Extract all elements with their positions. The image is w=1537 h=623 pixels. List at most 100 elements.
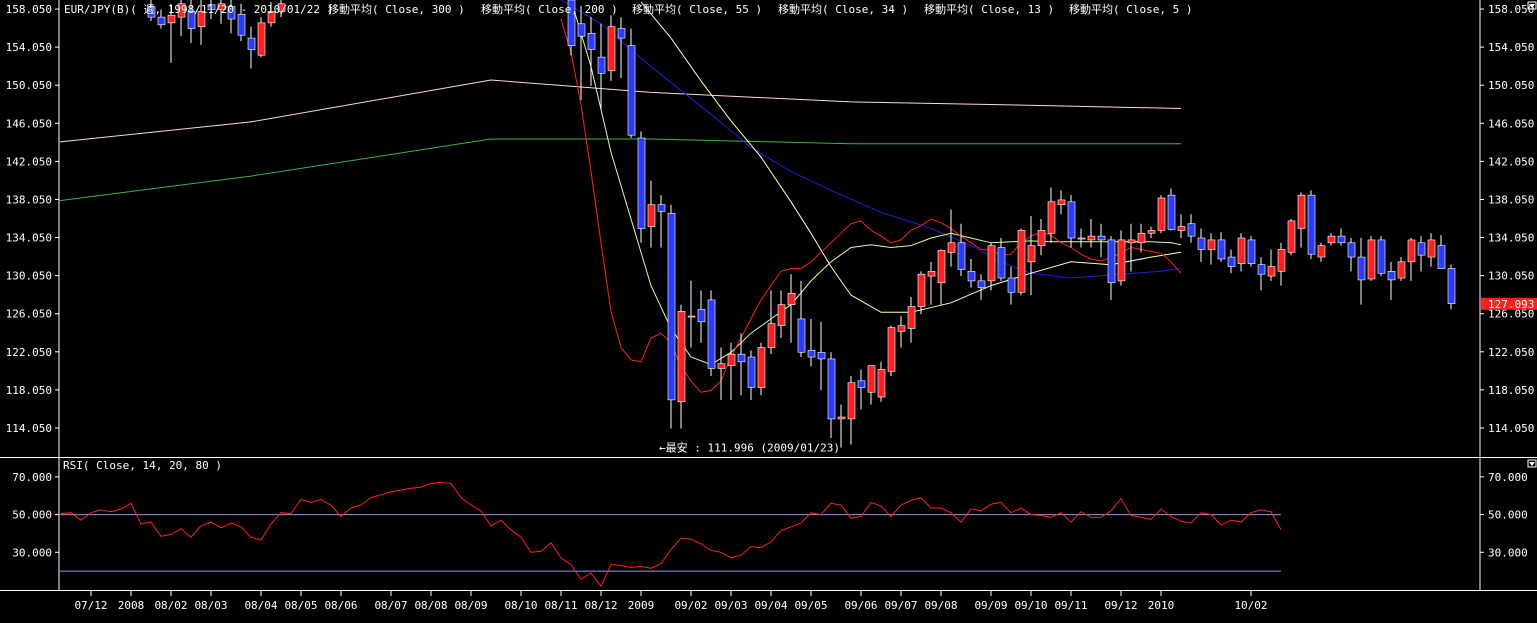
time-tick-label: 09/06 bbox=[844, 599, 877, 612]
candle-up bbox=[717, 363, 726, 369]
low-price-annotation: ←最安 : 111.996 (2009/01/23) bbox=[659, 441, 840, 455]
time-tick-label: 09/09 bbox=[974, 599, 1007, 612]
price-tick-label-left: 114.050 bbox=[6, 422, 52, 435]
candle-down bbox=[977, 280, 986, 288]
candle-down bbox=[1067, 201, 1076, 239]
price-tick-label-left: 158.050 bbox=[6, 3, 52, 16]
price-tick-label-left: 122.050 bbox=[6, 346, 52, 359]
candle-up bbox=[1047, 201, 1056, 234]
time-x-axis: 07/12 2008 08/02 08/03 08/04 08/05 08/06 08/07 0… bbox=[74, 591, 1268, 612]
candle-up bbox=[1017, 230, 1026, 293]
candle-down bbox=[637, 137, 646, 229]
candle-down bbox=[617, 28, 626, 39]
candle-up bbox=[987, 245, 996, 282]
price-tick-label-right: 118.050 bbox=[1488, 384, 1534, 397]
candle-up bbox=[1237, 237, 1246, 265]
candle-down bbox=[627, 45, 636, 136]
time-tick-label: 08/06 bbox=[324, 599, 357, 612]
price-tick-label-right: 150.050 bbox=[1488, 79, 1534, 92]
rsi-pane-scroll-button[interactable] bbox=[1527, 459, 1537, 468]
candle-up bbox=[197, 11, 206, 27]
time-tick-label: 10/02 bbox=[1234, 599, 1267, 612]
candle-down bbox=[1097, 235, 1106, 241]
candle-down bbox=[1107, 239, 1116, 284]
ma5-label: 移動平均( Close, 5 ) bbox=[1069, 2, 1192, 16]
rsi-pane-scroll-box[interactable] bbox=[1527, 459, 1537, 468]
candle-up bbox=[1087, 235, 1096, 241]
candle-down bbox=[1187, 223, 1196, 237]
price-tick-label-right: 146.050 bbox=[1488, 117, 1534, 130]
price-tick-label-left: 142.050 bbox=[6, 155, 52, 168]
candle-down bbox=[1337, 235, 1346, 244]
candle-up bbox=[927, 271, 936, 277]
time-tick-label: 08/12 bbox=[584, 599, 617, 612]
ma13-label: 移動平均( Close, 13 ) bbox=[924, 2, 1054, 16]
candle-down bbox=[157, 16, 166, 26]
candle-down bbox=[797, 318, 806, 353]
price-plot-area bbox=[60, 0, 1456, 448]
last-price-tag bbox=[1481, 297, 1537, 310]
ma34-label: 移動平均( Close, 34 ) bbox=[778, 2, 908, 16]
candle-up bbox=[1317, 245, 1326, 258]
time-tick-label: 09/12 bbox=[1104, 599, 1137, 612]
candle-up bbox=[177, 3, 186, 18]
candle-up bbox=[167, 14, 176, 24]
candle-up bbox=[1367, 239, 1376, 280]
candle-down bbox=[567, 0, 576, 47]
ma200-label: 移動平均( Close, 200 ) bbox=[481, 2, 618, 16]
candlestick-series bbox=[147, 0, 1456, 448]
candle-up bbox=[847, 382, 856, 420]
candle-down bbox=[577, 23, 586, 37]
time-tick-label: 09/05 bbox=[794, 599, 827, 612]
time-tick-label: 07/12 bbox=[74, 599, 107, 612]
candle-up bbox=[1267, 266, 1276, 277]
time-tick-label: 08/02 bbox=[154, 599, 187, 612]
candle-up bbox=[1147, 230, 1156, 234]
price-tick-label-right: 130.050 bbox=[1488, 270, 1534, 283]
time-tick-label: 08/07 bbox=[374, 599, 407, 612]
candle-up bbox=[257, 22, 266, 56]
price-pane-chevron-icon bbox=[1529, 4, 1535, 8]
candle-up bbox=[867, 365, 876, 393]
chart-title: EUR/JPY(B)( 週, 1998/11/20 - 2010/01/22 ) bbox=[64, 3, 333, 16]
candle-up bbox=[1117, 239, 1126, 282]
price-pane-scroll-box[interactable] bbox=[1527, 1, 1537, 10]
candle-down bbox=[207, 4, 216, 10]
rsi-tick-label-left: 50.000 bbox=[12, 509, 52, 522]
time-tick-label: 08/11 bbox=[544, 599, 577, 612]
price-tick-label-right: 114.050 bbox=[1488, 422, 1534, 435]
time-tick-label: 08/08 bbox=[414, 599, 447, 612]
rsi-y-axis: 30.000 30.000 50.000 50.000 70.000 70.000 bbox=[12, 471, 1528, 559]
time-tick-label: 09/07 bbox=[884, 599, 917, 612]
price-y-axis: 114.050 114.050 118.050 118.050 122.050 122.0… bbox=[6, 3, 1535, 435]
candle-up bbox=[217, 3, 226, 10]
candle-up bbox=[1157, 197, 1166, 231]
time-tick-label: 2009 bbox=[628, 599, 655, 612]
time-tick-label: 09/11 bbox=[1054, 599, 1087, 612]
candle-down bbox=[1387, 271, 1396, 281]
candle-up bbox=[1207, 239, 1216, 250]
candle-down bbox=[1437, 245, 1446, 269]
candle-up bbox=[877, 369, 886, 398]
candle-up bbox=[1127, 239, 1136, 244]
price-tick-label-right: 154.050 bbox=[1488, 41, 1534, 54]
price-tick-label-left: 138.050 bbox=[6, 193, 52, 206]
candle-up bbox=[677, 311, 686, 403]
ma34-line bbox=[640, 1, 1182, 313]
time-tick-label: 09/10 bbox=[1014, 599, 1047, 612]
candle-up bbox=[1057, 199, 1066, 205]
ma5-line bbox=[560, 18, 1182, 393]
candle-down bbox=[807, 350, 816, 358]
price-tick-label-left: 146.050 bbox=[6, 117, 52, 130]
ma300-line bbox=[60, 79, 1182, 143]
price-tick-label-left: 134.050 bbox=[6, 232, 52, 245]
price-tick-label-left: 154.050 bbox=[6, 41, 52, 54]
candle-down bbox=[827, 358, 836, 420]
time-tick-label: 08/09 bbox=[454, 599, 487, 612]
price-pane-scroll-button[interactable] bbox=[1527, 1, 1537, 10]
time-tick-label: 08/03 bbox=[194, 599, 227, 612]
candle-down bbox=[697, 309, 706, 323]
rsi-title: RSI( Close, 14, 20, 80 ) bbox=[63, 459, 222, 472]
time-tick-label: 08/10 bbox=[504, 599, 537, 612]
